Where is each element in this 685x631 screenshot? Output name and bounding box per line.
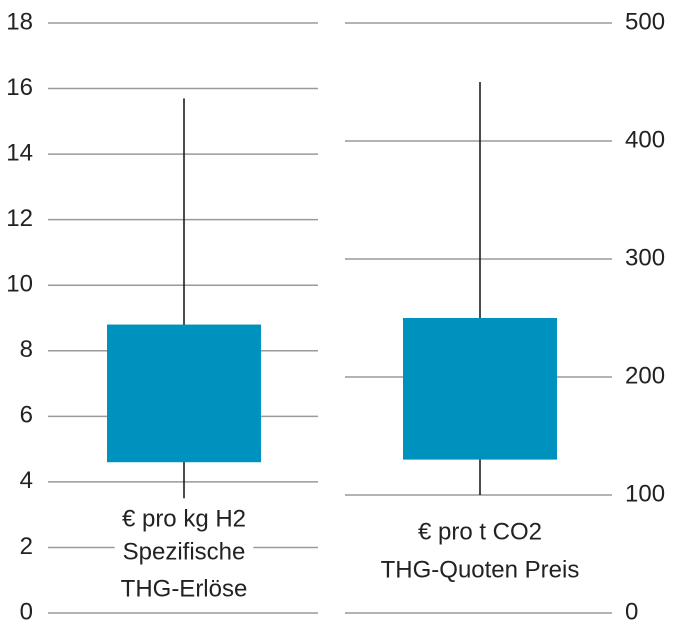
box bbox=[403, 318, 557, 460]
category-label: € pro t CO2 THG-Quoten Preis bbox=[374, 516, 586, 586]
label-background bbox=[374, 516, 586, 586]
y-tick-label: 100 bbox=[625, 480, 665, 507]
y-tick-label: 6 bbox=[20, 402, 33, 429]
box bbox=[107, 324, 261, 463]
category-label-line: € pro t CO2 bbox=[418, 518, 542, 545]
y-tick-label: 12 bbox=[6, 205, 33, 232]
y-tick-label: 10 bbox=[6, 271, 33, 298]
panel: 0 2 4 6 8 10 12 14 16 18 bbox=[6, 8, 318, 625]
y-tick-label: 0 bbox=[625, 598, 638, 625]
y-tick-label: 500 bbox=[625, 8, 665, 35]
category-label: € pro kg H2 Spezifische THG-Erlöse bbox=[114, 503, 254, 605]
y-tick-label: 8 bbox=[20, 336, 33, 363]
y-tick-label: 4 bbox=[20, 467, 33, 494]
y-tick-label: 400 bbox=[625, 126, 665, 153]
y-tick-label: 2 bbox=[20, 533, 33, 560]
category-label-line: THG-Quoten Preis bbox=[381, 556, 580, 583]
panel: 0 100 200 300 400 500 bbox=[345, 8, 665, 625]
y-tick-label: 300 bbox=[625, 244, 665, 271]
category-label-line: Spezifische bbox=[123, 538, 246, 565]
category-label-line: € pro kg H2 bbox=[122, 505, 246, 532]
y-tick-label: 16 bbox=[6, 74, 33, 101]
category-label-line: THG-Erlöse bbox=[121, 575, 248, 602]
y-tick-label: 18 bbox=[6, 8, 33, 35]
y-tick-label: 14 bbox=[6, 139, 33, 166]
y-tick-label: 0 bbox=[20, 598, 33, 625]
y-tick-label: 200 bbox=[625, 362, 665, 389]
label-background bbox=[114, 503, 254, 605]
